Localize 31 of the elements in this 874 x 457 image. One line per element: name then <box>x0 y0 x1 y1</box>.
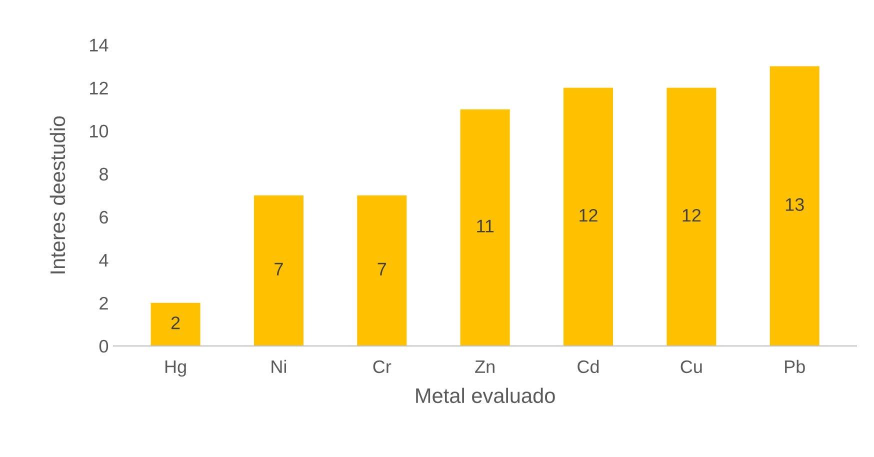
x-tick-label: Hg <box>165 360 186 377</box>
data-label: 12 <box>682 208 701 222</box>
bar <box>666 88 716 346</box>
y-tick-label: 14 <box>90 38 108 52</box>
data-label: 7 <box>274 262 283 276</box>
data-label: 12 <box>580 208 598 222</box>
y-tick-label: 6 <box>100 210 108 224</box>
y-tick-label: 2 <box>100 296 108 310</box>
data-label: 2 <box>171 316 180 330</box>
bar <box>254 195 304 346</box>
bar <box>150 302 200 346</box>
x-tick-label: Cr <box>373 360 392 374</box>
bar <box>460 109 510 346</box>
bar <box>563 88 614 346</box>
x-tick-label: Pb <box>785 360 805 374</box>
x-tick-label: Zn <box>475 360 494 373</box>
y-tick-label: 10 <box>90 124 108 138</box>
y-tick-label: 4 <box>99 254 108 266</box>
y-tick-label: 12 <box>90 82 108 94</box>
data-label: 13 <box>786 198 804 211</box>
y-tick-label: 0 <box>99 340 108 353</box>
y-tick-label: 8 <box>100 168 108 181</box>
data-label: 11 <box>477 220 494 232</box>
x-axis-title: Metal evaluado <box>416 388 555 404</box>
x-tick-label: Ni <box>272 360 286 373</box>
x-tick-label: Cd <box>578 360 599 374</box>
data-label: 7 <box>378 262 386 276</box>
x-tick-label: Cu <box>680 360 702 374</box>
y-axis-title: Interes deestudio <box>50 116 66 274</box>
bar <box>357 195 407 346</box>
bar <box>770 66 820 346</box>
